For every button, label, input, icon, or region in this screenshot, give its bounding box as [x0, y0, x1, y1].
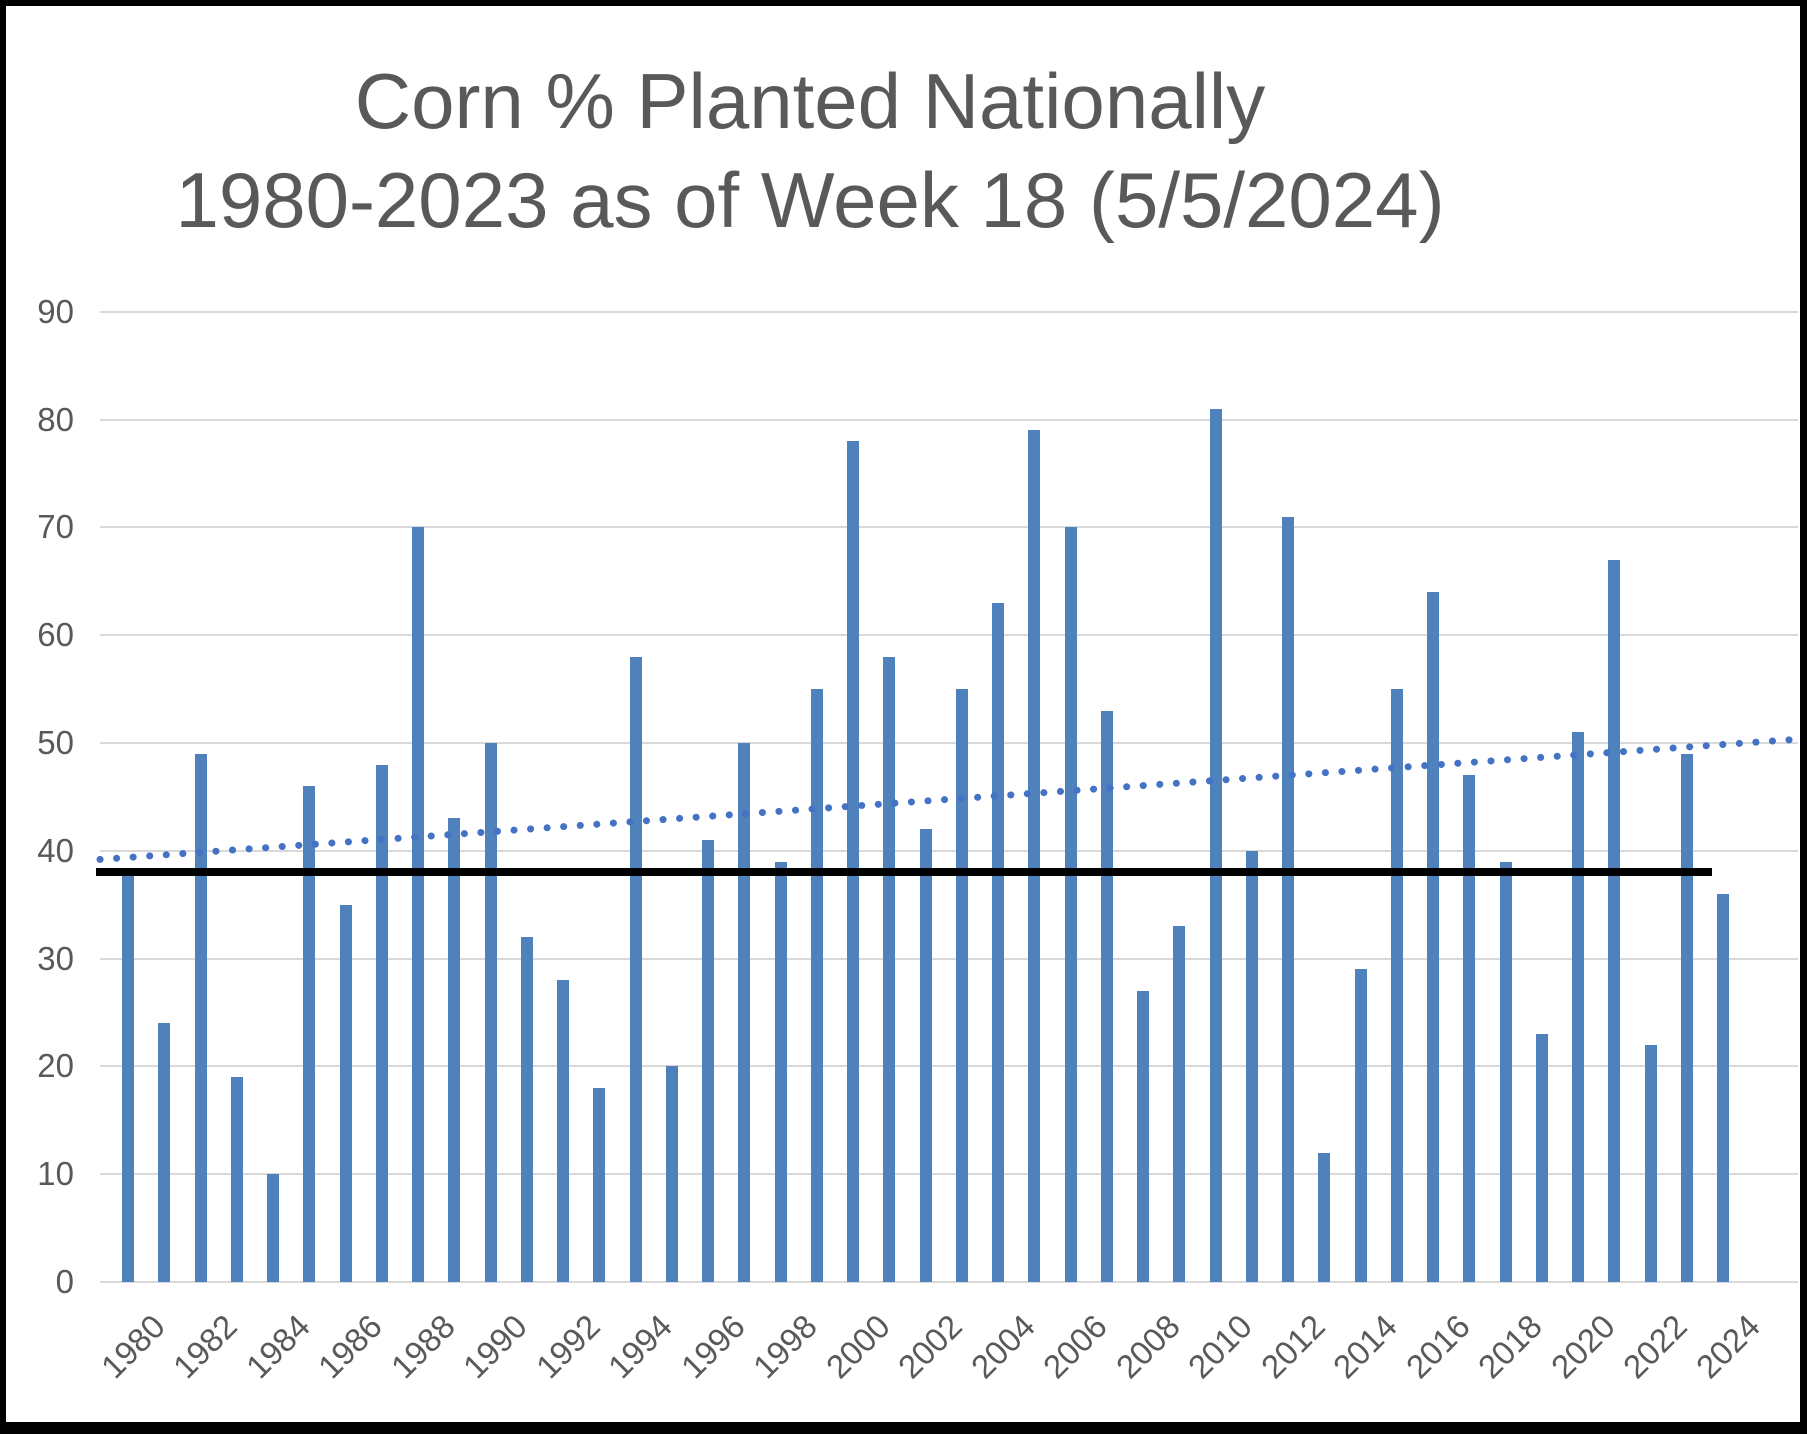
bar-2022 — [1644, 1044, 1657, 1282]
y-tick-label-0: 0 — [55, 1263, 74, 1300]
bar-1983 — [230, 1077, 243, 1282]
bar-2023 — [1680, 753, 1693, 1282]
bar-1997 — [738, 743, 751, 1282]
bar-2001 — [883, 656, 896, 1282]
y-tick-label-60: 60 — [37, 616, 74, 654]
x-tick-label-1990: 1990 — [455, 1307, 534, 1386]
gridline-y-90 — [100, 310, 1798, 313]
bar-1981 — [158, 1023, 171, 1282]
bar-2008 — [1137, 990, 1149, 1282]
bar-1998 — [774, 861, 787, 1282]
gridline-y-30 — [100, 957, 1798, 960]
y-tick-label-50: 50 — [37, 724, 74, 761]
bar-2013 — [1318, 1152, 1331, 1282]
bar-1987 — [375, 764, 388, 1282]
bar-1992 — [557, 980, 569, 1282]
x-tick-label-1982: 1982 — [165, 1307, 244, 1386]
x-tick-label-1992: 1992 — [528, 1307, 607, 1386]
bar-2000 — [847, 441, 859, 1282]
trendline-dotted — [96, 736, 1794, 863]
y-tick-label-80: 80 — [37, 400, 74, 438]
x-tick-label-1986: 1986 — [310, 1307, 389, 1386]
bar-1982 — [194, 753, 207, 1282]
bar-1980 — [122, 872, 134, 1282]
gridline-y-0 — [100, 1281, 1798, 1283]
bar-1986 — [339, 904, 352, 1282]
bar-2011 — [1245, 850, 1258, 1282]
bar-2010 — [1209, 408, 1222, 1282]
chart-title-line2: 1980-2023 as of Week 18 (5/5/2024) — [175, 156, 1445, 244]
bar-2014 — [1354, 969, 1367, 1282]
bar-2019 — [1535, 1034, 1548, 1282]
bar-1993 — [593, 1087, 606, 1282]
x-tick-label-1984: 1984 — [238, 1307, 317, 1386]
x-tick-label-1988: 1988 — [383, 1307, 462, 1386]
x-tick-label-2002: 2002 — [890, 1307, 969, 1386]
y-tick-label-20: 20 — [37, 1047, 74, 1085]
x-tick-label-2006: 2006 — [1035, 1307, 1114, 1386]
x-tick-label-2018: 2018 — [1470, 1307, 1549, 1386]
bar-2020 — [1572, 732, 1584, 1282]
x-tick-label-2024: 2024 — [1688, 1307, 1767, 1386]
bar-2015 — [1390, 689, 1403, 1282]
x-tick-label-2004: 2004 — [963, 1307, 1042, 1386]
bar-1984 — [267, 1174, 279, 1282]
x-tick-label-2010: 2010 — [1180, 1307, 1259, 1386]
x-tick-label-2012: 2012 — [1253, 1307, 1332, 1386]
bar-2007 — [1100, 710, 1113, 1282]
y-tick-label-40: 40 — [37, 831, 74, 869]
bar-2004 — [992, 602, 1004, 1282]
bar-2018 — [1499, 861, 1512, 1282]
gridline-y-10 — [100, 1173, 1798, 1176]
bar-1989 — [448, 818, 461, 1282]
bar-1990 — [484, 743, 497, 1282]
reference-line-38 — [96, 868, 1712, 877]
bar-1988 — [412, 527, 424, 1282]
x-tick-label-1994: 1994 — [600, 1307, 679, 1386]
y-tick-label-10: 10 — [37, 1155, 74, 1193]
bar-2021 — [1608, 559, 1621, 1282]
gridline-y-40 — [100, 849, 1798, 852]
x-tick-label-1980: 1980 — [93, 1307, 172, 1386]
bar-2002 — [919, 829, 932, 1282]
x-tick-label-1996: 1996 — [673, 1307, 752, 1386]
y-tick-label-90: 90 — [37, 292, 74, 330]
bar-2017 — [1463, 775, 1476, 1282]
bar-2016 — [1427, 592, 1439, 1282]
bar-1985 — [303, 786, 316, 1282]
bar-2012 — [1282, 516, 1294, 1282]
bar-1994 — [629, 656, 642, 1282]
bar-2003 — [955, 689, 968, 1282]
bar-1991 — [520, 937, 533, 1282]
x-tick-label-1998: 1998 — [745, 1307, 824, 1386]
y-tick-label-30: 30 — [37, 939, 74, 977]
gridline-y-60 — [100, 634, 1798, 637]
chart-title-line1: Corn % Planted Nationally — [354, 57, 1266, 145]
bar-2006 — [1064, 527, 1077, 1282]
bar-1995 — [665, 1066, 678, 1282]
chart-title: Corn % Planted Nationally 1980-2023 as o… — [60, 52, 1560, 250]
gridline-y-50 — [100, 742, 1798, 744]
x-tick-label-2022: 2022 — [1615, 1307, 1694, 1386]
bar-1996 — [702, 840, 714, 1282]
bar-2005 — [1028, 430, 1041, 1282]
gridline-y-80 — [100, 418, 1798, 421]
gridline-y-70 — [100, 526, 1798, 529]
x-tick-label-2014: 2014 — [1325, 1307, 1404, 1386]
y-tick-label-70: 70 — [37, 508, 74, 546]
bar-1999 — [810, 689, 823, 1282]
x-tick-label-2016: 2016 — [1398, 1307, 1477, 1386]
x-tick-label-2008: 2008 — [1108, 1307, 1187, 1386]
x-tick-label-2000: 2000 — [818, 1307, 897, 1386]
bar-2024 — [1717, 893, 1729, 1282]
gridline-y-20 — [100, 1065, 1798, 1068]
bar-2009 — [1173, 926, 1186, 1282]
x-tick-label-2020: 2020 — [1543, 1307, 1622, 1386]
